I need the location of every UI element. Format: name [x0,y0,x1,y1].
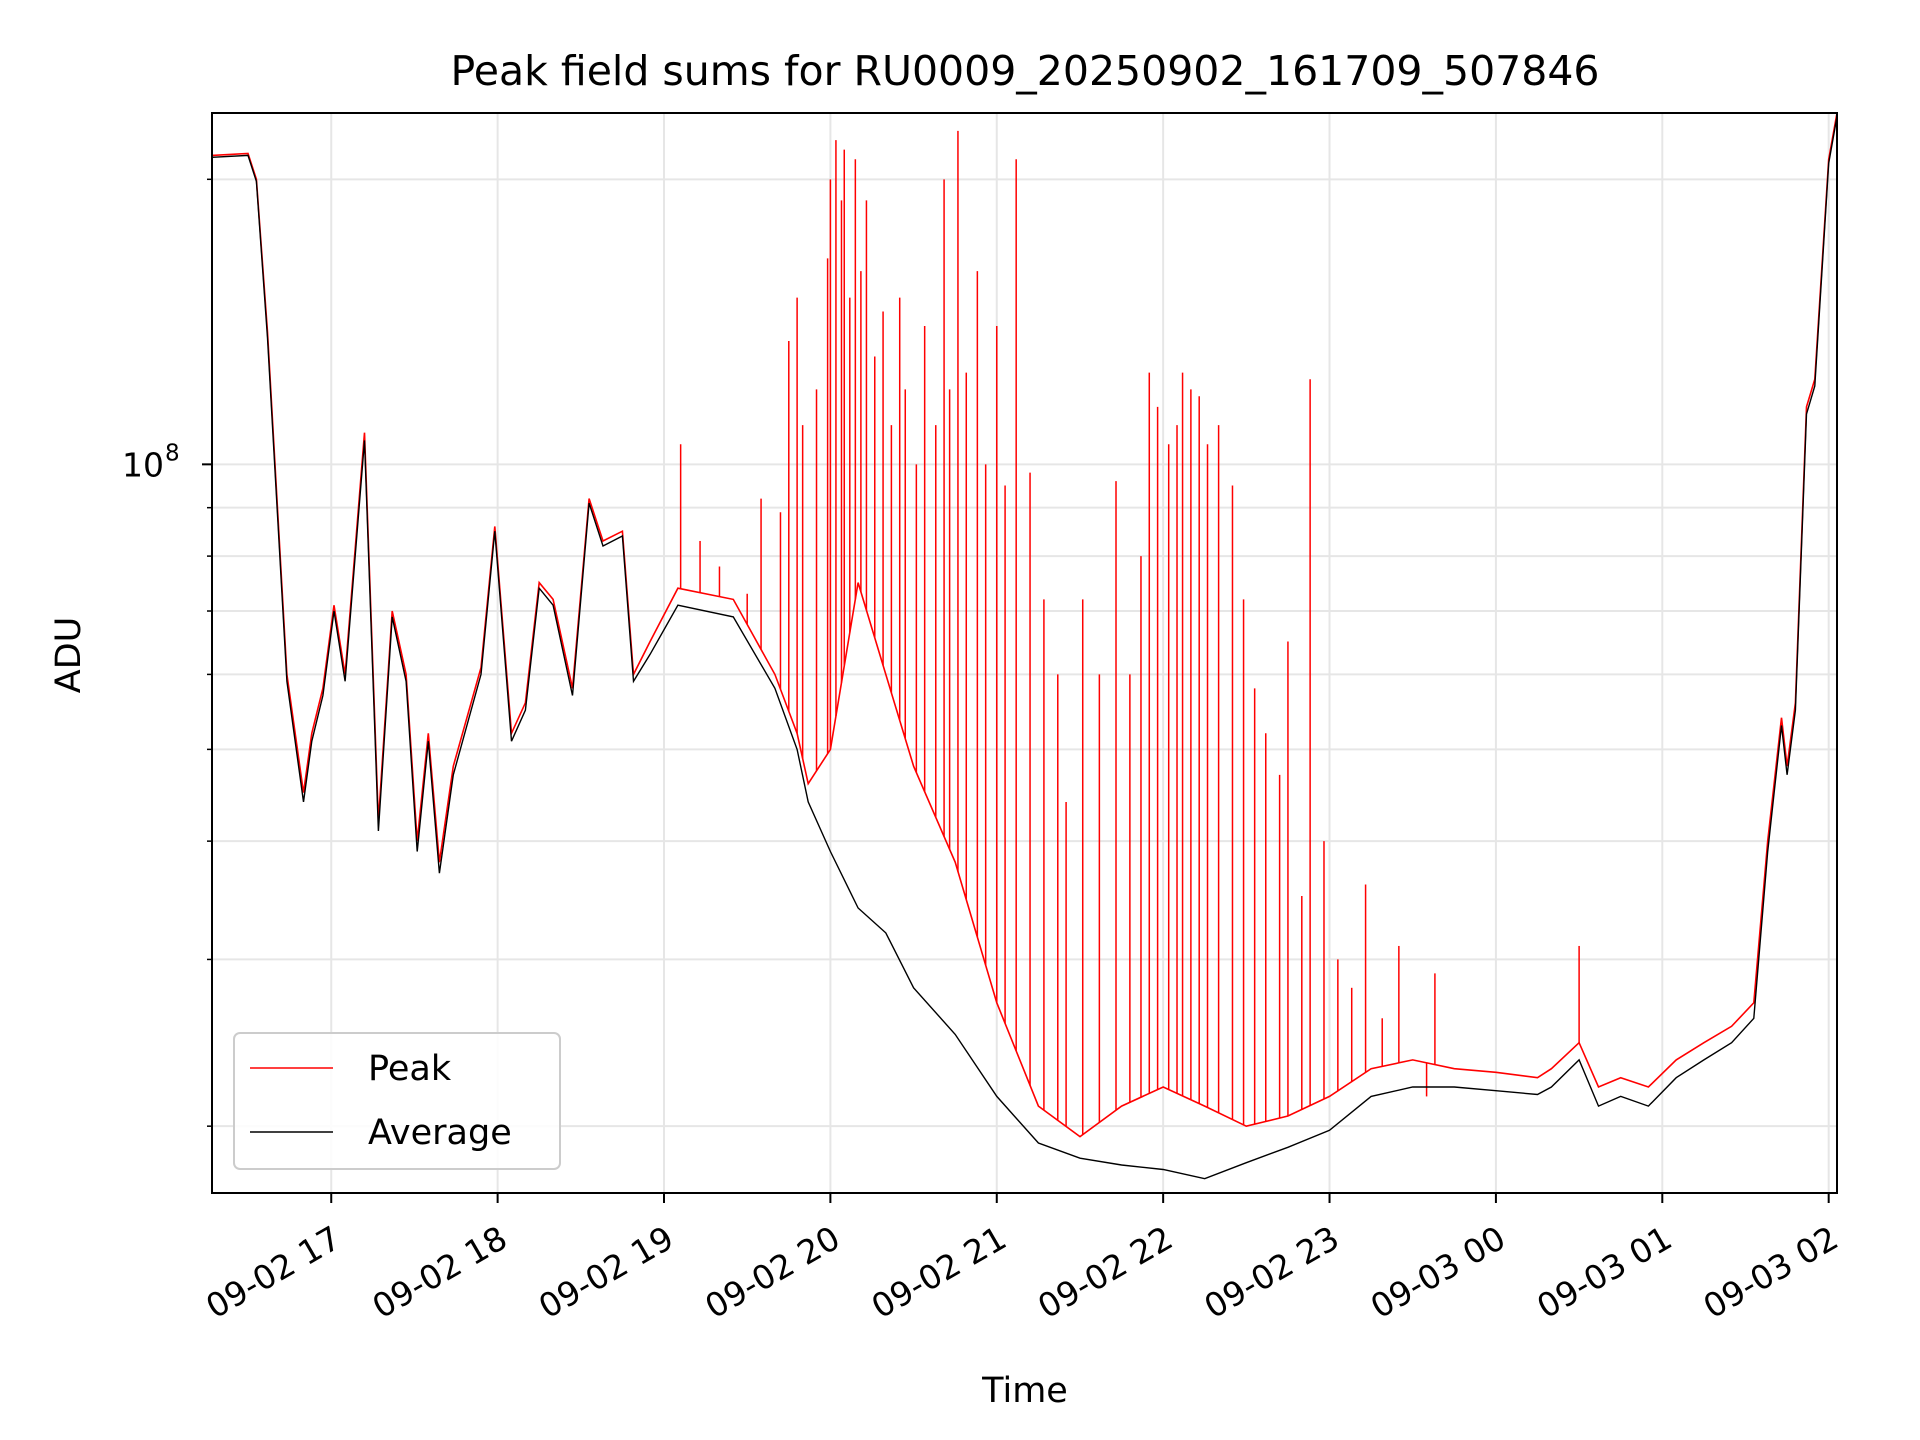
x-tick-labels: 09-02 17 09-02 18 09-02 19 09-02 20 09-02 21… [199,1218,1844,1326]
chart-title: Peak field sums for RU0009_20250902_1617… [450,47,1599,95]
x-axis-label: Time [981,1371,1068,1411]
x-tick-label: 09-02 18 [366,1218,514,1326]
y-tick-label: 10 [122,445,164,484]
peak-spikes [679,130,1580,1135]
x-tick-label: 09-02 19 [532,1218,680,1326]
grid-lines [212,113,1837,1193]
legend: Peak Average [233,1032,561,1170]
x-tick-label: 09-02 23 [1198,1218,1346,1326]
y-tick-label-exponent: 8 [165,440,180,466]
legend-label-average: Average [368,1113,512,1153]
legend-box [233,1032,561,1170]
y-tick-labels: 10 8 [122,440,180,484]
x-tick-label: 09-03 00 [1364,1218,1512,1326]
x-tick-label: 09-02 20 [698,1218,846,1326]
plot-frame [211,112,1838,1194]
series-line-peak [212,113,1837,1138]
series-line-average [212,116,1837,1180]
legend-label-peak: Peak [368,1049,452,1089]
x-tick-label: 09-03 02 [1697,1218,1845,1326]
x-tick-label: 09-02 22 [1031,1218,1179,1326]
x-tick-label: 09-02 17 [199,1218,347,1326]
y-axis-label: ADU [49,617,89,694]
x-tick-label: 09-02 21 [865,1218,1013,1326]
axis-ticks [202,178,1830,1203]
x-tick-label: 09-03 01 [1530,1218,1678,1326]
